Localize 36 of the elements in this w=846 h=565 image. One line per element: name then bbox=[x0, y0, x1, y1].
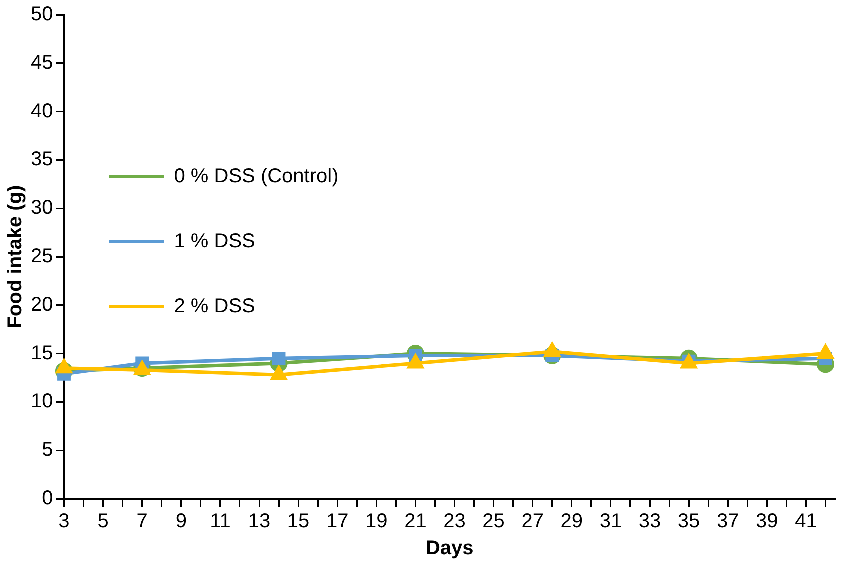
x-axis-title: Days bbox=[426, 538, 474, 560]
x-tick-label: 7 bbox=[136, 510, 148, 533]
x-tick-label: 37 bbox=[716, 510, 740, 533]
x-tick-label: 33 bbox=[638, 510, 662, 533]
y-tick-label: 30 bbox=[30, 197, 54, 220]
x-tick-label: 25 bbox=[482, 510, 505, 533]
y-tick-label: 20 bbox=[30, 294, 54, 316]
x-tick-label: 11 bbox=[210, 510, 231, 533]
x-tick-label: 29 bbox=[560, 510, 584, 533]
x-tick-label: 39 bbox=[756, 510, 778, 533]
y-tick-label: 35 bbox=[30, 148, 54, 171]
x-tick-label: 31 bbox=[600, 510, 622, 533]
legend-label: 0 % DSS (Control) bbox=[174, 166, 339, 188]
y-tick-label: 10 bbox=[30, 390, 54, 413]
y-tick-label: 40 bbox=[30, 100, 54, 122]
x-tick-label: 23 bbox=[444, 510, 466, 533]
y-tick-label: 50 bbox=[30, 4, 54, 26]
x-tick-label: 5 bbox=[98, 510, 109, 533]
y-axis-title: Food intake (g) bbox=[4, 185, 27, 329]
y-tick-label: 45 bbox=[30, 52, 54, 74]
x-tick-label: 3 bbox=[58, 510, 70, 533]
y-tick-label: 5 bbox=[42, 439, 54, 462]
x-tick-label: 19 bbox=[366, 510, 388, 533]
legend-label: 1 % DSS bbox=[174, 230, 256, 253]
x-tick-label: 41 bbox=[795, 510, 818, 533]
x-tick-label: 35 bbox=[678, 510, 700, 533]
x-tick-label: 13 bbox=[248, 510, 271, 533]
x-tick-label: 21 bbox=[404, 510, 427, 533]
x-tick-label: 27 bbox=[522, 510, 544, 533]
y-tick-label: 25 bbox=[30, 246, 54, 268]
x-tick-label: 15 bbox=[287, 510, 310, 533]
y-tick-label: 15 bbox=[30, 342, 54, 364]
legend-label: 2 % DSS bbox=[174, 296, 256, 318]
y-tick-label: 0 bbox=[42, 488, 54, 510]
x-tick-label: 9 bbox=[176, 510, 187, 533]
x-tick-label: 17 bbox=[326, 510, 349, 533]
